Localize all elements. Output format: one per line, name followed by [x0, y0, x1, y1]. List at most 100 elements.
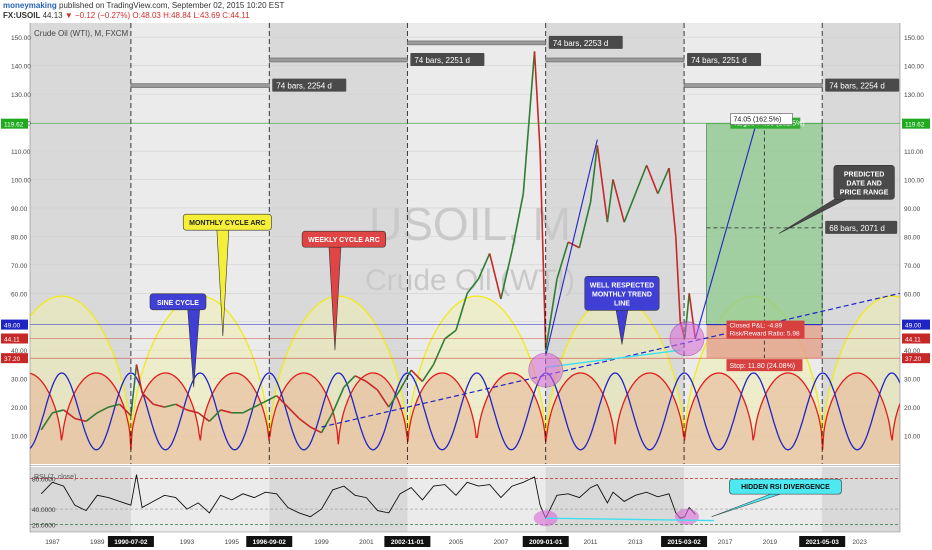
price-segment [309, 426, 322, 434]
bar-count-label: 74 bars, 2251 d [414, 56, 470, 65]
rsi-background [30, 467, 900, 532]
price-segment [376, 389, 390, 408]
price-tag-left: 119.62 [4, 122, 24, 129]
price-tag-left: 49.00 [4, 323, 21, 330]
y-tick-label-right: 100.00 [904, 177, 924, 184]
price-tag-right-bg [902, 353, 930, 364]
x-tick-label: 1999 [314, 539, 329, 546]
x-tick-date-bg [799, 536, 846, 547]
price-segment [567, 241, 580, 249]
low-circle-2009 [528, 352, 564, 388]
y-tick-label-right: 60.00 [904, 291, 921, 298]
callout-box [301, 230, 387, 248]
price-segment [85, 412, 98, 422]
price-segment [612, 179, 625, 223]
bar-count-bracket [545, 57, 685, 63]
price-segment [276, 395, 289, 408]
projection-label-bg [730, 113, 793, 125]
price-tag-right: 119.62 [905, 122, 925, 129]
price-segment [668, 168, 677, 237]
y-tick-label-right: 130.00 [904, 92, 924, 99]
price-segment [500, 250, 513, 300]
pnl-line1: Closed P&L: -4.89 [729, 323, 782, 330]
callout-text: DATE AND [846, 180, 881, 187]
projection-label: 74.05 (162.5%) [733, 117, 781, 124]
price-segment [399, 369, 412, 391]
price-segment [606, 179, 614, 223]
price-segment [645, 164, 659, 195]
y-tick-label-left: 110.00 [11, 149, 31, 156]
cycle-band-rsi [822, 467, 900, 532]
y-tick-label-left: 140.00 [11, 64, 31, 71]
bar-count-label-bg [687, 52, 762, 66]
price-tag-left: 44.11 [4, 336, 20, 343]
bar-count-bracket [683, 83, 823, 88]
x-tick-label: 2017 [718, 539, 733, 546]
ohlc-open: O:48.03 [132, 11, 161, 20]
price-segment [96, 406, 109, 414]
x-tick-label: 2019 [763, 539, 778, 546]
callout-text: LINE [614, 300, 630, 307]
price-tag-right: 37.20 [905, 356, 922, 363]
x-tick-date-label: 2021-05-03 [806, 539, 840, 546]
weekly-arc-fill [30, 373, 900, 464]
price-tag-left-bg [1, 353, 28, 364]
x-tick-label: 2023 [852, 539, 867, 546]
callout-text: PRICE RANGE [840, 189, 889, 196]
author-name[interactable]: moneymaking [3, 1, 57, 10]
chart-header: moneymaking published on TradingView.com… [0, 0, 932, 22]
price-segment [331, 386, 345, 414]
low-circle-2015 [669, 321, 705, 357]
price-segment [40, 412, 54, 431]
rsi-line [40, 474, 696, 520]
divergence-arrow [545, 349, 681, 368]
callout-box [182, 213, 272, 231]
price-segment [153, 403, 165, 408]
callout-text: SINE CYCLE [157, 300, 199, 307]
y-tick-label-left: 60.00 [11, 291, 28, 298]
price-segment [444, 329, 457, 340]
ohlc-low: L:43.69 [193, 11, 221, 20]
price-segment [265, 395, 278, 403]
price-segment [141, 392, 154, 405]
bar-count-label-bg [272, 78, 347, 92]
price-segment [287, 406, 300, 420]
y-tick-label-right: 30.00 [904, 377, 921, 384]
x-tick-label: 2007 [494, 539, 509, 546]
callout-box [584, 275, 660, 311]
price-change: ▼ −0.12 (−0.27%) [64, 11, 131, 20]
y-tick-label-left: 10.00 [11, 434, 28, 441]
price-segment [208, 409, 222, 422]
right-axis-bg [900, 23, 932, 532]
y-tick-label-left: 20.00 [11, 405, 28, 412]
x-tick-label: 1993 [180, 539, 195, 546]
bar-count-label: 74 bars, 2253 d [553, 39, 609, 48]
price-segment [320, 412, 334, 434]
symbol-name: FX:USOIL [3, 11, 41, 20]
y-tick-label-right: 10.00 [904, 434, 921, 441]
y-tick-label-right: 20.00 [904, 405, 921, 412]
rsi-label: RSI (7, close) [34, 474, 76, 481]
y-tick-label-left: 40.00 [11, 348, 28, 355]
bar-count-label-bg [548, 35, 623, 49]
bar-count-label: 74 bars, 2254 d [829, 82, 885, 91]
price-segment [623, 193, 637, 223]
price-segment [634, 164, 648, 195]
price-segment [388, 389, 401, 408]
price-tag-right-bg [902, 333, 930, 344]
x-tick-label: 2013 [628, 539, 643, 546]
x-tick-label: 2001 [359, 539, 374, 546]
price-segment [589, 145, 599, 203]
chart-title: Crude Oil (WTI), M, FXCM [34, 29, 129, 38]
last-price: 44.13 [42, 11, 63, 20]
price-segment [74, 417, 87, 423]
price-segment [657, 167, 670, 195]
sine-cycle [30, 372, 900, 451]
x-tick-label: 1995 [225, 539, 240, 546]
price-segment [674, 236, 682, 322]
price-segment [220, 409, 233, 414]
rsi-low-circle-2015 [674, 508, 699, 525]
price-tag-right: 44.11 [905, 336, 921, 343]
x-tick-date-bg [384, 536, 431, 547]
